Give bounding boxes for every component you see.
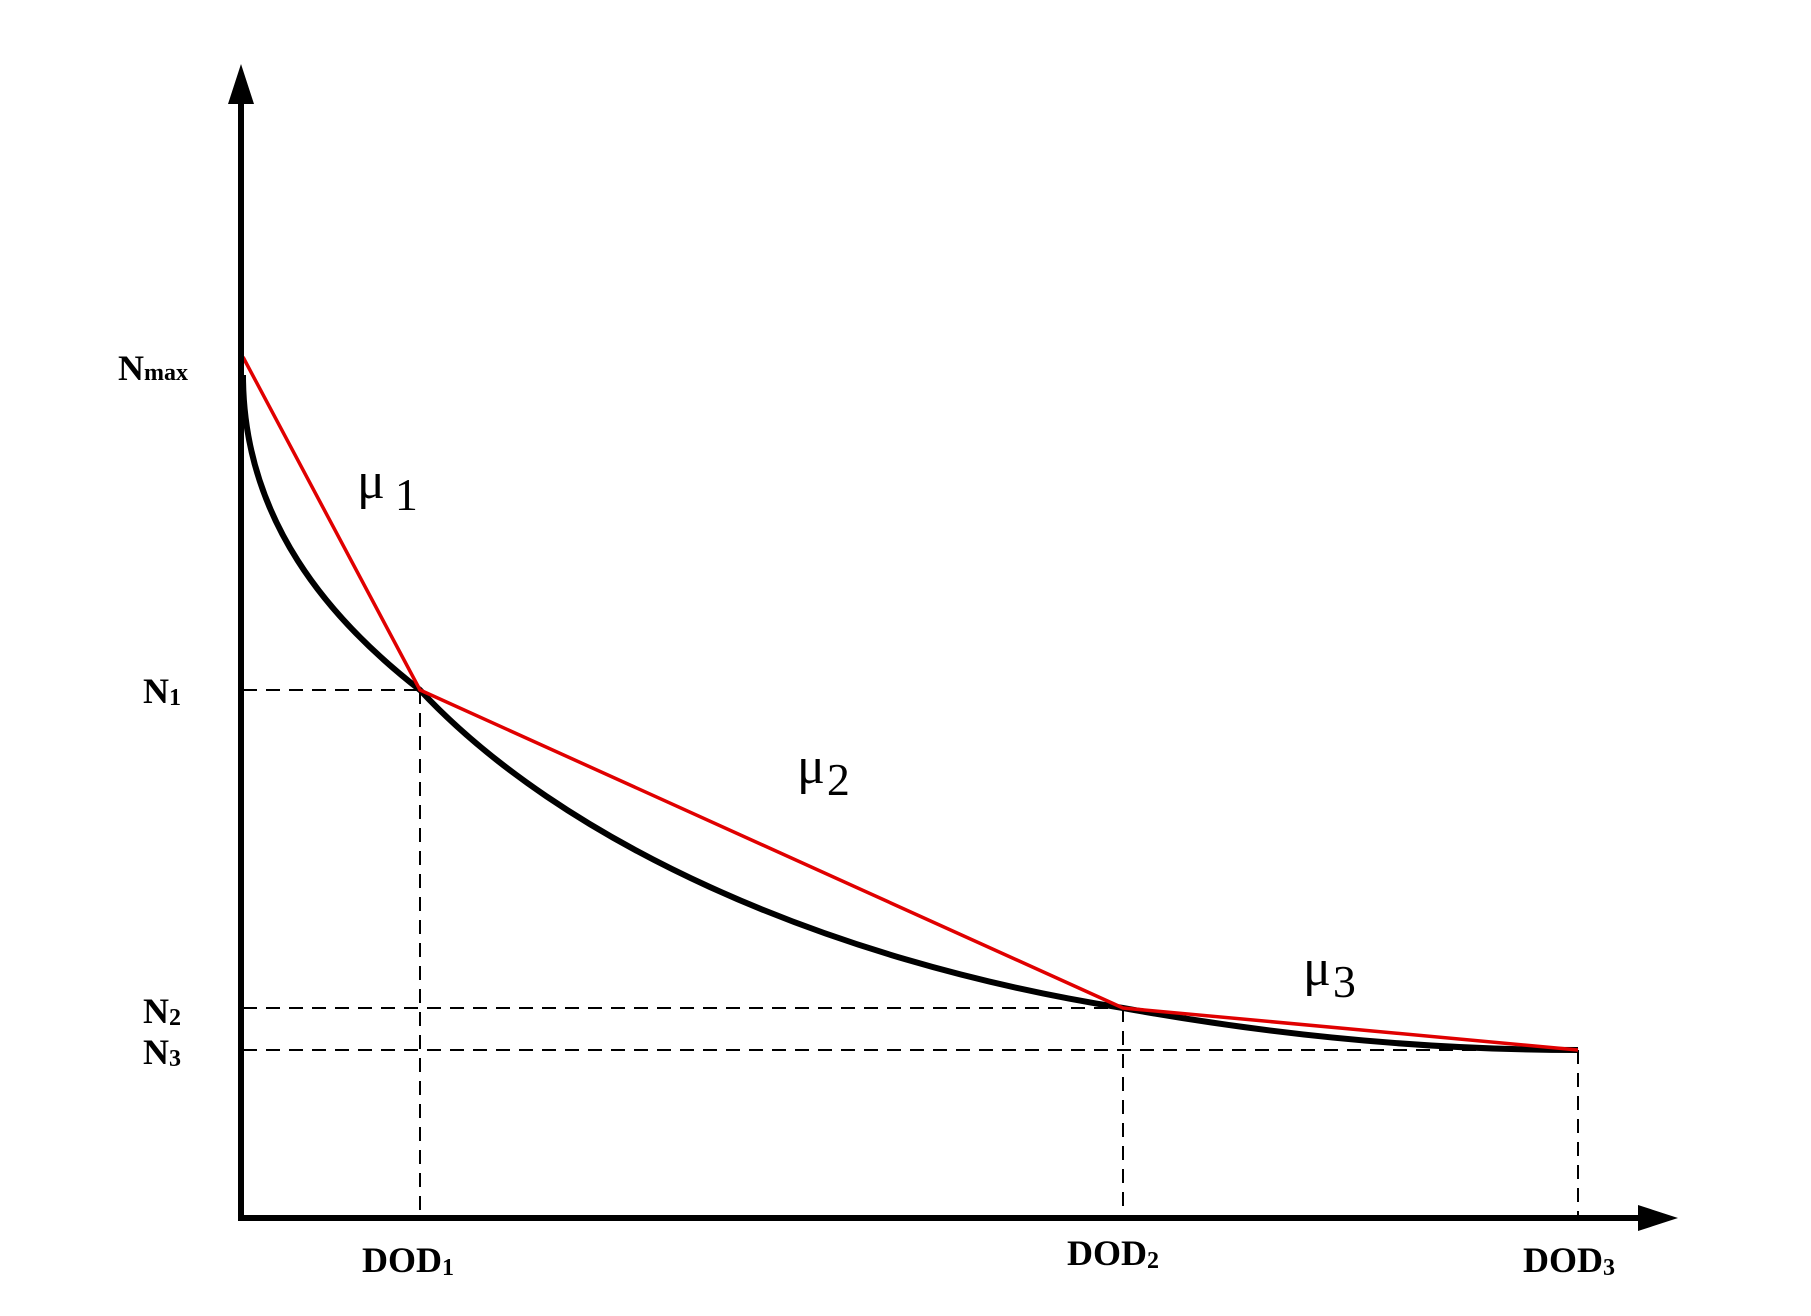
label-n1: N1 (143, 671, 181, 711)
y-axis-arrowhead (228, 64, 254, 104)
guide-lines (243, 689, 1579, 1218)
label-nmax: Nmax (118, 348, 188, 388)
label-n2: N2 (143, 991, 181, 1031)
slope-label-mu3: μ3 (1303, 940, 1356, 1007)
x-axis-arrowhead (1638, 1205, 1678, 1231)
slope-label-mu2: μ2 (797, 738, 850, 805)
axes (228, 64, 1678, 1231)
piecewise-approximation (241, 356, 1579, 1052)
label-n3: N3 (143, 1032, 181, 1072)
label-dod3: DOD3 (1523, 1240, 1615, 1281)
label-dod2: DOD2 (1067, 1233, 1159, 1274)
cycle-life-curve (240, 374, 1579, 1053)
label-dod1: DOD1 (362, 1240, 454, 1281)
